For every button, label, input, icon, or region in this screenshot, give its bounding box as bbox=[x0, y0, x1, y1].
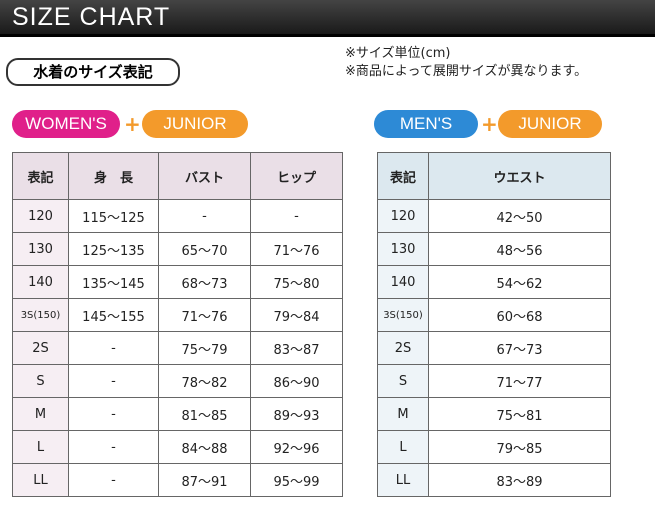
row: 120 42～50 bbox=[377, 199, 611, 233]
cell: - bbox=[68, 463, 159, 497]
cell: 86～90 bbox=[250, 364, 343, 398]
row: L 79～85 bbox=[377, 430, 611, 464]
cell: バスト bbox=[158, 152, 251, 200]
row: LL -87～91 95～99 bbox=[12, 463, 343, 497]
cell: 3S(150) bbox=[377, 298, 429, 332]
cell: 130 bbox=[12, 232, 69, 266]
row: 140 135～145 68～73 75～80 bbox=[12, 265, 343, 299]
cell: 145～155 bbox=[68, 298, 159, 332]
cell: 表記 bbox=[12, 152, 69, 200]
cell: 68～73 bbox=[158, 265, 251, 299]
row: S 71～77 bbox=[377, 364, 611, 398]
women-table: 表記身 長バスト ヒップ 120 115～125- -130 125～135 65～70 71… bbox=[12, 152, 343, 497]
row: S -78～82 86～90 bbox=[12, 364, 343, 398]
cell: 65～70 bbox=[158, 232, 251, 266]
cell: 71～77 bbox=[428, 364, 611, 398]
cell: - bbox=[68, 331, 159, 365]
row: 140 54～62 bbox=[377, 265, 611, 299]
cell: 79～84 bbox=[250, 298, 343, 332]
cell: M bbox=[377, 397, 429, 431]
cell: 89～93 bbox=[250, 397, 343, 431]
row: 2S 67～73 bbox=[377, 331, 611, 365]
plus: + bbox=[124, 112, 141, 136]
row: 3S(150) 60～68 bbox=[377, 298, 611, 332]
cell: 95～99 bbox=[250, 463, 343, 497]
row: 表記 ウエスト bbox=[377, 152, 611, 200]
cell: L bbox=[12, 430, 69, 464]
row: LL 83～89 bbox=[377, 463, 611, 497]
row: 130 48～56 bbox=[377, 232, 611, 266]
row: 表記身 長バスト ヒップ bbox=[12, 152, 343, 200]
row: 120 115～125- - bbox=[12, 199, 343, 233]
cell: 140 bbox=[12, 265, 69, 299]
badge: WOMEN'S bbox=[12, 110, 120, 138]
cell: M bbox=[12, 397, 69, 431]
cell: 115～125 bbox=[68, 199, 159, 233]
cell: 135～145 bbox=[68, 265, 159, 299]
note: ※サイズ単位(cm) bbox=[345, 46, 451, 61]
badge: MEN'S bbox=[374, 110, 478, 138]
cell: 81～85 bbox=[158, 397, 251, 431]
row: L -84～88 92～96 bbox=[12, 430, 343, 464]
cell: 83～89 bbox=[428, 463, 611, 497]
note: ※商品によって展開サイズが異なります。 bbox=[345, 64, 588, 79]
cell: 48～56 bbox=[428, 232, 611, 266]
cell: 2S bbox=[377, 331, 429, 365]
cell: - bbox=[68, 397, 159, 431]
cell: 83～87 bbox=[250, 331, 343, 365]
cell: S bbox=[12, 364, 69, 398]
row: 3S(150) 145～155 71～76 79～84 bbox=[12, 298, 343, 332]
cell: - bbox=[250, 199, 343, 233]
cell: - bbox=[68, 364, 159, 398]
cell: 120 bbox=[12, 199, 69, 233]
cell: LL bbox=[377, 463, 429, 497]
cell: ヒップ bbox=[250, 152, 343, 200]
cell: 67～73 bbox=[428, 331, 611, 365]
row: M -81～85 89～93 bbox=[12, 397, 343, 431]
row: 130 125～135 65～70 71～76 bbox=[12, 232, 343, 266]
row: 2S -75～79 83～87 bbox=[12, 331, 343, 365]
cell: 120 bbox=[377, 199, 429, 233]
cell: 75～81 bbox=[428, 397, 611, 431]
badge: JUNIOR bbox=[142, 110, 248, 138]
cell: 42～50 bbox=[428, 199, 611, 233]
cell: 140 bbox=[377, 265, 429, 299]
cell: LL bbox=[12, 463, 69, 497]
cell: 125～135 bbox=[68, 232, 159, 266]
subtitle: 水着のサイズ表記 bbox=[6, 58, 180, 86]
cell: 87～91 bbox=[158, 463, 251, 497]
men-table: 表記 ウエスト 120 42～50 130 48～56 140 54～62 3S(150) 60～… bbox=[377, 152, 611, 497]
cell: 75～80 bbox=[250, 265, 343, 299]
cell: 71～76 bbox=[250, 232, 343, 266]
cell: ウエスト bbox=[428, 152, 611, 200]
cell: 92～96 bbox=[250, 430, 343, 464]
row: M 75～81 bbox=[377, 397, 611, 431]
header-bar: SIZE CHART bbox=[0, 0, 655, 37]
cell: 54～62 bbox=[428, 265, 611, 299]
cell: 79～85 bbox=[428, 430, 611, 464]
cell: 78～82 bbox=[158, 364, 251, 398]
cell: 71～76 bbox=[158, 298, 251, 332]
cell: 表記 bbox=[377, 152, 429, 200]
cell: 身 長 bbox=[68, 152, 159, 200]
cell: - bbox=[68, 430, 159, 464]
cell: 2S bbox=[12, 331, 69, 365]
cell: 60～68 bbox=[428, 298, 611, 332]
cell: S bbox=[377, 364, 429, 398]
cell: 3S(150) bbox=[12, 298, 69, 332]
title: SIZE CHART bbox=[12, 3, 171, 31]
plus: + bbox=[481, 112, 498, 136]
cell: L bbox=[377, 430, 429, 464]
cell: 130 bbox=[377, 232, 429, 266]
cell: 84～88 bbox=[158, 430, 251, 464]
cell: - bbox=[158, 199, 251, 233]
cell: 75～79 bbox=[158, 331, 251, 365]
badge: JUNIOR bbox=[498, 110, 602, 138]
